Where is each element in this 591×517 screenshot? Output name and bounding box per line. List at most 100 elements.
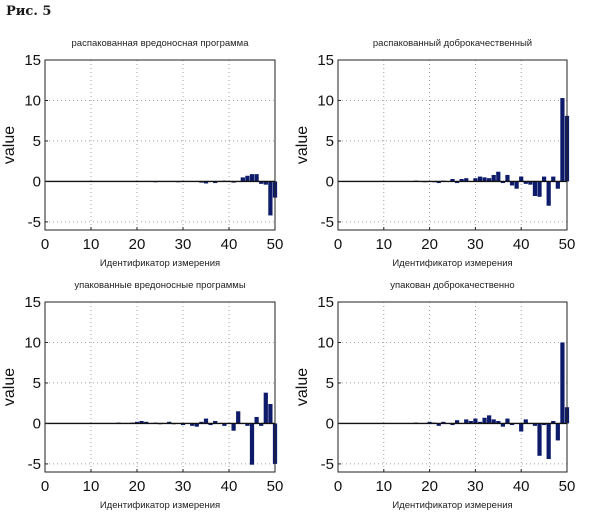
bar-48 xyxy=(263,392,268,424)
y-tick-label: 0 xyxy=(326,173,334,190)
bar-49 xyxy=(268,181,273,216)
y-tick-label: 10 xyxy=(317,334,334,351)
x-tick-label: 50 xyxy=(267,478,284,495)
x-tick-label: 20 xyxy=(129,236,146,253)
x-tick-label: 40 xyxy=(221,236,238,253)
bar-39 xyxy=(222,423,227,426)
bar-44 xyxy=(245,423,250,426)
bar-31 xyxy=(477,176,483,182)
y-tick-label: -5 xyxy=(28,214,41,231)
bar-44 xyxy=(537,423,542,456)
y-tick-label: 15 xyxy=(24,294,41,311)
bar-46 xyxy=(254,174,259,182)
y-tick-label: 0 xyxy=(326,415,334,432)
bar-45 xyxy=(541,423,547,426)
x-tick-label: 50 xyxy=(559,236,576,253)
x-axis-label: Идентификатор измерения xyxy=(392,258,512,269)
bar-44 xyxy=(537,181,542,197)
y-tick-label: 10 xyxy=(317,92,334,109)
bar-44 xyxy=(245,175,250,182)
bar-40 xyxy=(519,423,524,432)
y-axis-label: value xyxy=(1,368,18,406)
bar-40 xyxy=(519,176,524,182)
bar-26 xyxy=(454,420,460,424)
plot-frame xyxy=(44,301,276,473)
panel-title: упакованные вредоносные программы xyxy=(74,280,246,291)
bar-48 xyxy=(555,181,560,189)
bar-43 xyxy=(240,177,245,182)
bar-39 xyxy=(514,181,519,189)
bar-28 xyxy=(464,178,469,182)
bar-20 xyxy=(427,421,432,424)
bar-41 xyxy=(523,419,528,424)
y-tick-label: 5 xyxy=(326,133,334,150)
y-tick-label: 0 xyxy=(33,173,41,190)
chart-panel-3: упакованные вредоносные программы 0 10 20 30… xyxy=(1,280,283,511)
bar-34 xyxy=(491,174,496,182)
bar-25 xyxy=(450,423,455,426)
x-tick-label: 40 xyxy=(221,478,238,495)
bar-49 xyxy=(560,98,565,182)
bar-31 xyxy=(477,421,483,424)
y-tick-label: 5 xyxy=(326,375,334,392)
bar-42 xyxy=(528,181,533,185)
bar-25 xyxy=(450,179,455,182)
y-tick-label: -5 xyxy=(321,456,334,473)
y-tick-label: 15 xyxy=(317,52,334,69)
bar-22 xyxy=(144,421,149,424)
y-axis-label: value xyxy=(1,126,18,164)
bar-37 xyxy=(213,421,218,424)
y-axis-label: value xyxy=(294,368,311,406)
bar-35 xyxy=(203,181,209,184)
bar-22 xyxy=(436,181,441,184)
bar-37 xyxy=(213,181,218,184)
x-tick-label: 10 xyxy=(83,236,100,253)
x-tick-label: 0 xyxy=(334,236,342,253)
x-tick-label: 30 xyxy=(467,236,484,253)
bar-36 xyxy=(500,423,505,427)
y-tick-label: -5 xyxy=(28,456,41,473)
bar-37 xyxy=(505,174,510,182)
bar-49 xyxy=(268,404,273,424)
x-tick-label: 10 xyxy=(375,478,392,495)
bar-43 xyxy=(532,423,538,426)
chart-panel-1: распакованная вредоносная программа 0 10 20… xyxy=(1,38,283,269)
x-axis-label: Идентификатор измерения xyxy=(100,500,220,511)
bar-47 xyxy=(259,181,264,184)
x-tick-label: 20 xyxy=(421,236,438,253)
bar-41 xyxy=(231,423,236,431)
bar-35 xyxy=(496,171,501,182)
bar-48 xyxy=(555,423,560,441)
bar-27 xyxy=(459,179,464,182)
bar-30 xyxy=(473,178,478,182)
x-tick-label: 40 xyxy=(513,236,530,253)
bar-41 xyxy=(523,181,528,184)
bar-47 xyxy=(551,176,556,182)
y-tick-label: 0 xyxy=(33,415,41,432)
x-axis-label: Идентификатор измерения xyxy=(392,500,512,511)
bar-35 xyxy=(496,421,501,424)
y-axis-label: value xyxy=(294,126,311,164)
bar-22 xyxy=(436,423,441,426)
bar-34 xyxy=(491,419,496,424)
panel-title: распакованный доброкачественный xyxy=(373,38,532,49)
x-tick-label: 50 xyxy=(267,236,284,253)
y-tick-label: 15 xyxy=(317,294,334,311)
bar-43 xyxy=(532,181,538,196)
bar-29 xyxy=(468,421,473,424)
x-axis-label: Идентификатор измерения xyxy=(100,258,220,269)
y-tick-label: -5 xyxy=(321,214,334,231)
panel-title: распакованная вредоносная программа xyxy=(72,38,250,49)
chart-panel-2: распакованный доброкачественный 0 10 20 30 40… xyxy=(294,38,575,269)
bar-33 xyxy=(194,423,199,427)
x-tick-label: 40 xyxy=(513,478,530,495)
bar-32 xyxy=(190,423,195,426)
bar-32 xyxy=(482,417,487,424)
bar-32 xyxy=(482,177,487,182)
bar-37 xyxy=(505,418,510,424)
x-tick-label: 30 xyxy=(175,478,192,495)
y-tick-label: 15 xyxy=(24,52,41,69)
bar-34 xyxy=(199,421,204,424)
